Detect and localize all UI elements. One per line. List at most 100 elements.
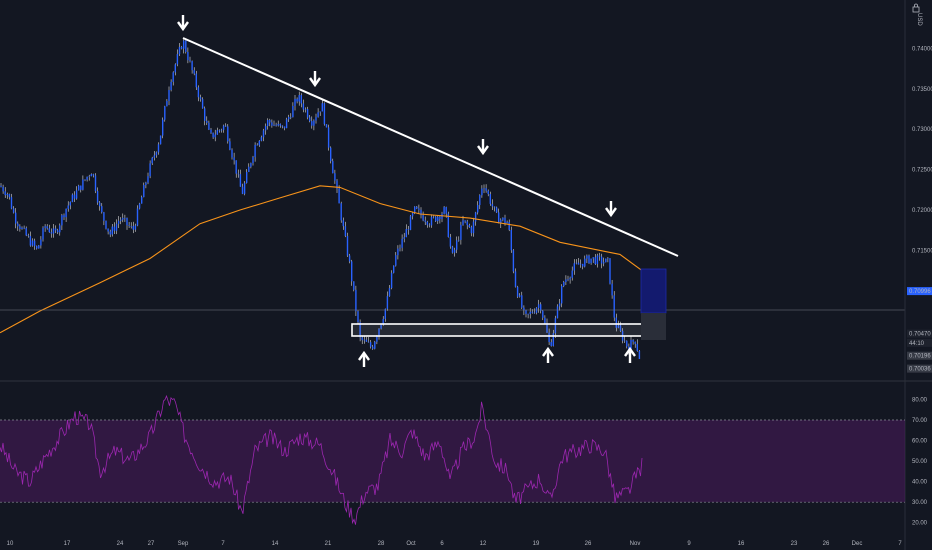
candle-body bbox=[596, 255, 599, 265]
time-tick-label: 7 bbox=[221, 541, 225, 547]
candle-body bbox=[214, 134, 216, 138]
candle-body bbox=[523, 307, 525, 311]
candle-body bbox=[575, 262, 578, 264]
candle-body bbox=[340, 203, 342, 221]
candle-body bbox=[88, 176, 90, 177]
candle-body bbox=[227, 126, 229, 142]
candle-body bbox=[460, 224, 462, 240]
price-axis[interactable]: 0.74000 0.73500 0.73000 0.72500 0.72000 0.715… bbox=[912, 46, 932, 254]
candle-body bbox=[256, 144, 258, 146]
price-label-text: 0.70996 bbox=[909, 289, 931, 295]
candle-body bbox=[489, 194, 491, 204]
candle-body bbox=[382, 318, 384, 325]
candle-body bbox=[269, 120, 271, 123]
candle-body bbox=[598, 255, 601, 257]
candle-body bbox=[428, 224, 431, 226]
candle-body bbox=[115, 223, 118, 231]
price-labels: 0.70996 0.70470 44:10 0.70196 0.70036 bbox=[907, 287, 932, 373]
candle-body bbox=[527, 313, 529, 315]
candle-body bbox=[248, 166, 250, 172]
candle-body bbox=[237, 173, 239, 175]
rsi-pane[interactable] bbox=[0, 394, 905, 525]
candle-body bbox=[504, 217, 506, 224]
long-position-stop[interactable] bbox=[641, 313, 666, 340]
candle-body bbox=[260, 137, 263, 141]
candle-body bbox=[258, 140, 260, 146]
candle-body bbox=[208, 122, 210, 130]
descending-trendline[interactable] bbox=[182, 37, 679, 257]
candle-body bbox=[418, 208, 420, 210]
candle-body bbox=[65, 208, 67, 218]
candle-body bbox=[143, 185, 145, 198]
candle-body bbox=[393, 265, 395, 273]
candle-body bbox=[231, 149, 233, 158]
candle-body bbox=[554, 318, 557, 334]
candle-body bbox=[464, 220, 466, 222]
lock-icon[interactable] bbox=[912, 3, 920, 13]
time-axis[interactable]: 10 17 24 27 Sep 7 14 21 28 Oct 6 12 19 26 Nov 9 16 23 26 De… bbox=[7, 541, 903, 547]
candle-body bbox=[365, 339, 368, 342]
candle-body bbox=[449, 237, 452, 247]
candle-body bbox=[372, 346, 374, 349]
candle-body bbox=[493, 206, 496, 208]
candle-body bbox=[162, 119, 164, 136]
candle-body bbox=[120, 219, 122, 221]
candle-body bbox=[48, 228, 50, 233]
candle-body bbox=[336, 180, 338, 189]
price-pane[interactable] bbox=[0, 15, 905, 367]
candle-body bbox=[351, 261, 353, 282]
candle-body bbox=[300, 95, 302, 104]
candle-body bbox=[4, 191, 6, 196]
candle-body bbox=[529, 311, 531, 315]
arrow-head-icon bbox=[477, 145, 489, 156]
candle-body bbox=[304, 109, 307, 110]
candle-body bbox=[233, 157, 235, 161]
candle-body bbox=[210, 129, 212, 133]
candle-body bbox=[447, 213, 449, 238]
candle-body bbox=[516, 286, 519, 297]
candle-body bbox=[164, 106, 166, 120]
candle-body bbox=[252, 157, 254, 164]
candle-body bbox=[386, 296, 389, 309]
candle-body bbox=[117, 220, 120, 224]
candle-body bbox=[479, 195, 481, 206]
candle-body bbox=[556, 306, 559, 319]
candle-body bbox=[592, 257, 594, 259]
candle-body bbox=[73, 194, 76, 199]
candle-body bbox=[23, 227, 25, 229]
candle-body bbox=[342, 220, 344, 227]
candle-body bbox=[195, 73, 197, 88]
candle-body bbox=[426, 221, 428, 225]
rsi-tick-label: 70.00 bbox=[912, 418, 928, 424]
long-position-target[interactable] bbox=[640, 268, 667, 314]
candle-body bbox=[355, 289, 357, 312]
candle-body bbox=[71, 194, 74, 203]
time-tick-label: 26 bbox=[585, 541, 592, 547]
rsi-axis[interactable]: 80.00 70.00 60.00 50.00 40.00 30.00 20.00 bbox=[912, 397, 928, 526]
price-tick-label: 0.72500 bbox=[912, 168, 932, 174]
candle-body bbox=[21, 227, 23, 230]
candle-body bbox=[12, 208, 15, 213]
candle-body bbox=[334, 173, 336, 181]
candle-body bbox=[317, 112, 319, 118]
candle-body bbox=[75, 190, 78, 199]
candle-body bbox=[619, 325, 622, 331]
arrow-head-icon bbox=[309, 77, 321, 88]
time-tick-label: 24 bbox=[117, 541, 124, 547]
candle-body bbox=[626, 340, 628, 347]
price-label-text: 44:10 bbox=[909, 341, 925, 347]
candle-body bbox=[561, 286, 563, 304]
candle-body bbox=[483, 188, 485, 189]
candle-body bbox=[82, 179, 84, 190]
candle-body bbox=[187, 51, 189, 61]
candle-body bbox=[611, 283, 613, 296]
candle-body bbox=[363, 339, 365, 341]
candle-body bbox=[424, 220, 426, 222]
candle-body bbox=[185, 40, 187, 52]
candle-body bbox=[50, 232, 53, 234]
candlestick-series bbox=[0, 37, 641, 360]
candle-body bbox=[78, 185, 80, 191]
support-zone-box[interactable] bbox=[351, 323, 653, 337]
candle-body bbox=[132, 226, 134, 230]
